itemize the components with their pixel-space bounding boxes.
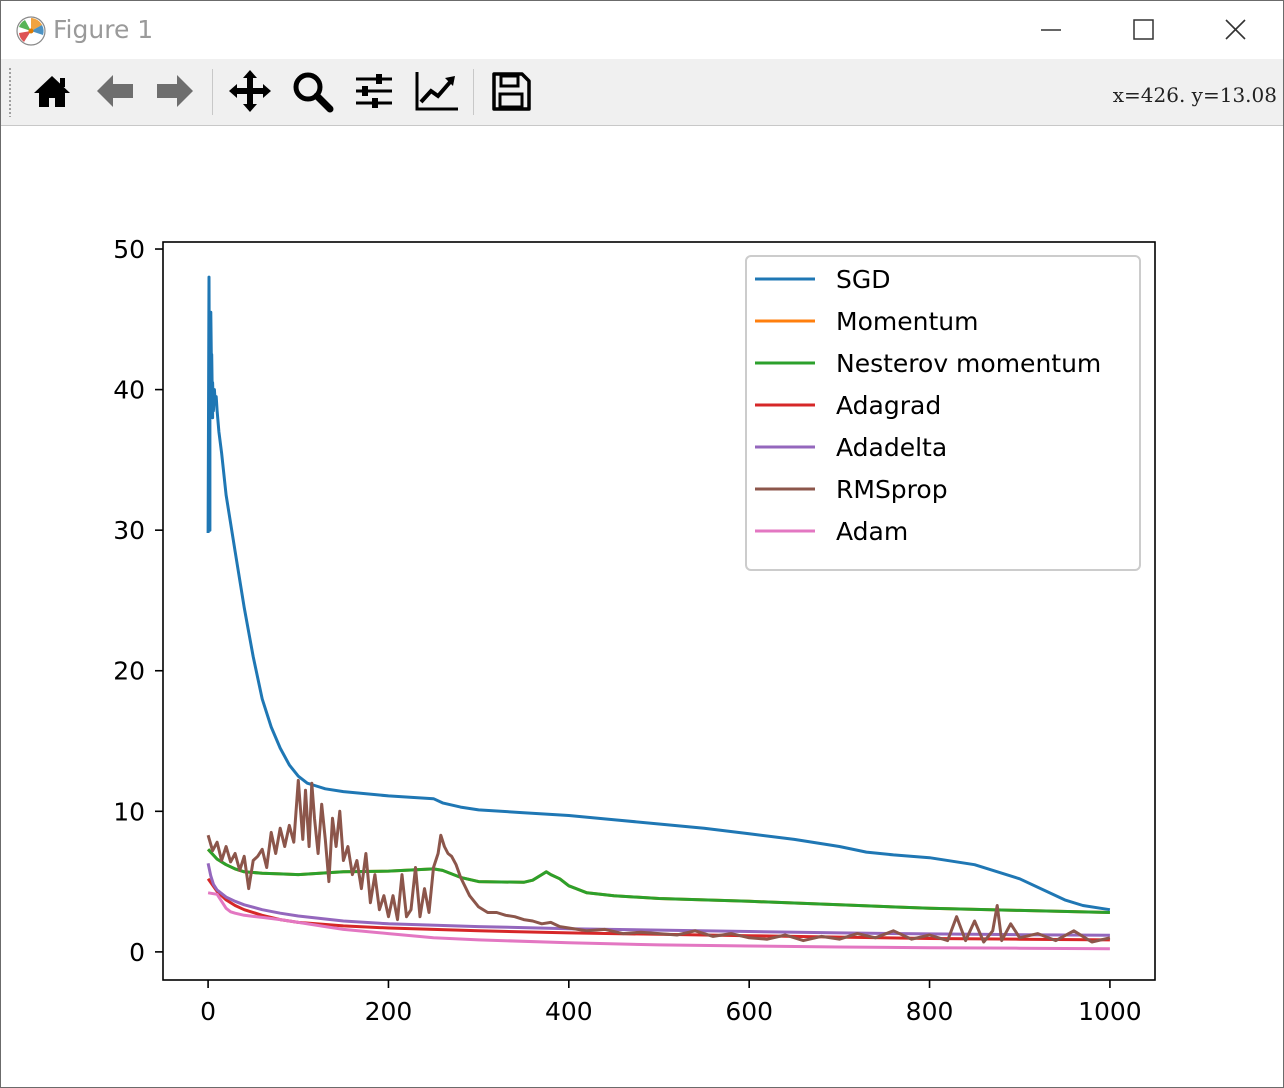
back-arrow-icon[interactable] bbox=[93, 69, 137, 113]
legend-label-rmsprop: RMSprop bbox=[836, 475, 948, 504]
figure-canvas[interactable]: 0 200 400 600 800 1000 0 10 20 30 40 50 SGD Momentum… bbox=[1, 126, 1283, 1087]
configure-subplots-icon[interactable] bbox=[352, 69, 396, 113]
legend-label-adadelta: Adadelta bbox=[836, 433, 947, 462]
series-line-adadelta bbox=[206, 862, 1110, 937]
y-tick-label: 40 bbox=[113, 376, 145, 405]
y-tick-label: 20 bbox=[113, 657, 145, 686]
series-line-sgd bbox=[206, 275, 1111, 912]
x-tick-label: 0 bbox=[200, 997, 216, 1026]
toolbar-separator bbox=[473, 69, 474, 115]
legend[interactable]: SGD Momentum Nesterov momentum Adagrad Adade… bbox=[745, 255, 1141, 571]
title-bar: Figure 1 bbox=[1, 1, 1283, 59]
window-title: Figure 1 bbox=[53, 15, 154, 44]
navigation-toolbar: x=426. y=13.08 bbox=[1, 59, 1283, 126]
save-floppy-icon[interactable] bbox=[489, 69, 533, 113]
legend-frame bbox=[745, 255, 1141, 571]
legend-label-sgd: SGD bbox=[836, 265, 891, 294]
y-tick-label: 50 bbox=[113, 235, 145, 264]
edit-axis-icon[interactable] bbox=[414, 69, 458, 113]
series-line-adam bbox=[207, 891, 1110, 951]
legend-label-adagrad: Adagrad bbox=[836, 391, 941, 420]
cursor-coordinates: x=426. y=13.08 bbox=[1112, 83, 1277, 107]
toolbar-grip[interactable] bbox=[8, 67, 12, 117]
home-icon[interactable] bbox=[30, 69, 74, 113]
series-line-rmsprop bbox=[206, 778, 1111, 944]
x-tick-label: 800 bbox=[906, 997, 954, 1026]
series-lines bbox=[206, 275, 1111, 951]
x-tick-label: 1000 bbox=[1078, 997, 1142, 1026]
legend-label-nesterov-momentum: Nesterov momentum bbox=[836, 349, 1101, 378]
y-tick-label: 0 bbox=[129, 938, 145, 967]
toolbar-separator bbox=[212, 69, 213, 115]
y-tick-label: 10 bbox=[113, 797, 145, 826]
forward-arrow-icon[interactable] bbox=[153, 69, 197, 113]
minimize-icon[interactable] bbox=[1031, 11, 1071, 49]
maximize-icon[interactable] bbox=[1123, 11, 1163, 49]
legend-label-adam: Adam bbox=[836, 517, 908, 546]
close-icon[interactable] bbox=[1215, 11, 1255, 49]
y-tick-label: 30 bbox=[113, 516, 145, 545]
zoom-magnifier-icon[interactable] bbox=[290, 69, 334, 113]
x-tick-label: 200 bbox=[365, 997, 413, 1026]
x-tick-label: 400 bbox=[545, 997, 593, 1026]
series-line-adagrad bbox=[206, 877, 1110, 942]
legend-label-momentum: Momentum bbox=[836, 307, 978, 336]
line-chart[interactable]: 0 200 400 600 800 1000 0 10 20 30 40 50 SGD Momentum… bbox=[1, 126, 1283, 1087]
axis-ticks: 0 200 400 600 800 1000 0 10 20 30 40 50 bbox=[113, 235, 1142, 1026]
x-tick-label: 600 bbox=[725, 997, 773, 1026]
matplotlib-logo-icon bbox=[16, 16, 46, 46]
axes-frame bbox=[162, 241, 1156, 981]
pan-move-icon[interactable] bbox=[228, 69, 272, 113]
